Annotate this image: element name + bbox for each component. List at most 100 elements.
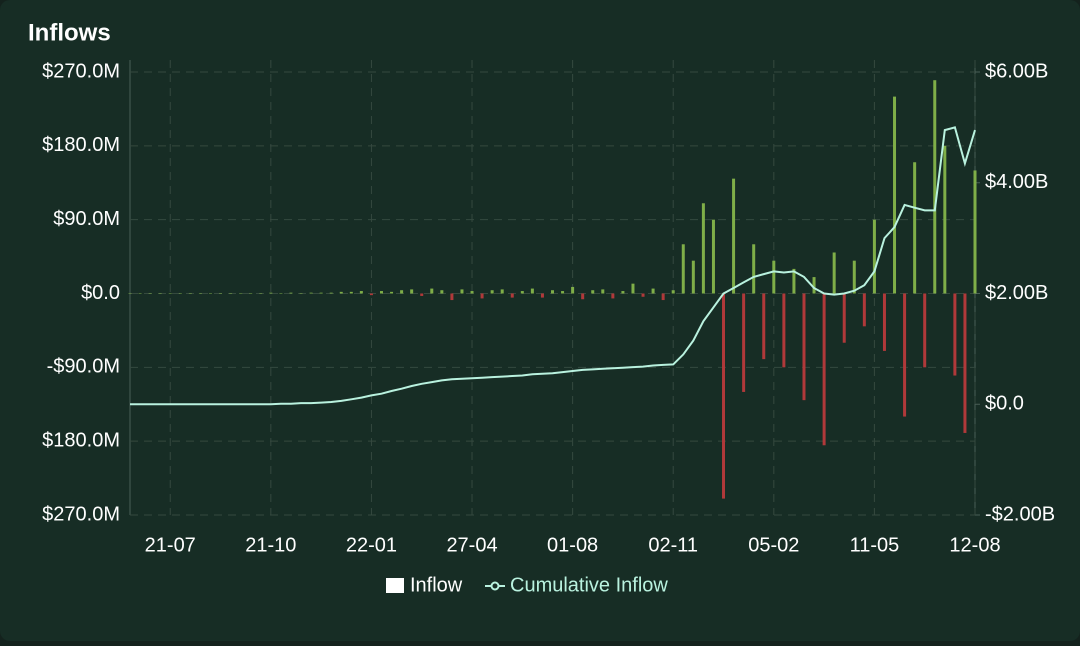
bar xyxy=(349,291,353,294)
x-tick-label: 22-01 xyxy=(346,534,397,556)
bar xyxy=(490,290,494,294)
bar xyxy=(732,178,736,294)
bar xyxy=(178,293,182,294)
bar xyxy=(782,293,786,368)
bar xyxy=(722,293,726,499)
bar xyxy=(581,293,585,300)
bar xyxy=(611,293,615,299)
bar xyxy=(188,293,192,294)
bar xyxy=(651,288,655,294)
bar xyxy=(641,293,645,297)
bar xyxy=(208,293,212,294)
legend: Inflow Cumulative Inflow xyxy=(386,574,668,596)
cumulative-line xyxy=(130,126,976,406)
bar xyxy=(259,293,263,294)
y-tick-label: -$90.0M xyxy=(47,356,120,378)
bar xyxy=(852,260,856,294)
bar xyxy=(903,293,907,417)
x-tick-label: 21-07 xyxy=(145,534,196,556)
bar xyxy=(872,219,876,294)
bar xyxy=(913,162,917,294)
bar xyxy=(379,291,383,294)
bar xyxy=(339,291,343,294)
bar xyxy=(893,96,897,294)
bar xyxy=(540,293,544,298)
bar xyxy=(460,289,464,294)
bar xyxy=(661,293,665,301)
x-tick-label: 12-08 xyxy=(949,534,1000,556)
y2-tick-label: $2.00B xyxy=(985,282,1048,304)
y2-tick-label: $0.0 xyxy=(985,393,1024,415)
bar xyxy=(319,292,323,294)
bar xyxy=(691,260,695,294)
bar xyxy=(420,293,424,296)
y-tick-label: $270.0M xyxy=(42,503,120,525)
bar xyxy=(973,170,977,294)
chart-title: Inflows xyxy=(28,19,111,46)
bar xyxy=(269,292,273,294)
x-tick-label: 05-02 xyxy=(748,534,799,556)
legend-label: Inflow xyxy=(410,574,463,596)
bar xyxy=(882,293,886,351)
bar xyxy=(711,219,715,294)
bar xyxy=(631,283,635,294)
bar xyxy=(561,291,565,294)
bar xyxy=(742,293,746,392)
bar xyxy=(591,290,595,294)
bar xyxy=(862,293,866,327)
bar xyxy=(963,293,967,433)
bar xyxy=(812,277,816,294)
bar xyxy=(943,145,947,294)
x-tick-label: 27-04 xyxy=(446,534,497,556)
bar xyxy=(752,244,756,294)
bar xyxy=(390,291,394,294)
bar xyxy=(148,293,152,294)
bar xyxy=(923,293,927,368)
y-tick-label: $180.0M xyxy=(42,134,120,156)
y-tick-label: $90.0M xyxy=(53,208,120,230)
bar xyxy=(792,268,796,294)
y2-tick-label: $4.00B xyxy=(985,171,1048,193)
bar xyxy=(953,293,957,376)
bar xyxy=(239,293,243,294)
bar xyxy=(842,293,846,343)
bar xyxy=(198,293,202,294)
x-tick-label: 21-10 xyxy=(245,534,296,556)
bar xyxy=(520,291,524,294)
bar xyxy=(299,293,303,294)
bar xyxy=(681,244,685,294)
bar xyxy=(168,293,172,294)
x-tick-label: 11-05 xyxy=(850,534,900,556)
bar xyxy=(138,293,142,294)
bar xyxy=(369,293,373,296)
y-tick-label: $180.0M xyxy=(42,429,120,451)
bar xyxy=(933,80,937,294)
bar xyxy=(158,293,162,294)
bar xyxy=(601,289,605,294)
y-tick-label: $0.0 xyxy=(81,282,120,304)
bar xyxy=(480,293,484,299)
bar xyxy=(621,291,625,294)
bar xyxy=(329,292,333,294)
bar xyxy=(279,293,283,294)
bar xyxy=(359,291,363,294)
bar xyxy=(470,291,474,294)
bar xyxy=(450,293,454,301)
bar xyxy=(762,293,766,360)
bar xyxy=(410,289,414,294)
bar xyxy=(571,286,575,294)
bar xyxy=(430,288,434,294)
bar xyxy=(772,260,776,294)
bar xyxy=(832,252,836,294)
bar xyxy=(510,293,514,298)
x-tick-label: 01-08 xyxy=(547,534,598,556)
bar xyxy=(219,293,223,294)
x-tick-label: 02-11 xyxy=(648,534,698,556)
bar xyxy=(671,290,675,294)
bar xyxy=(551,290,554,294)
bar xyxy=(249,293,253,294)
bar xyxy=(500,289,504,294)
bar xyxy=(309,292,313,294)
bar xyxy=(229,293,233,294)
